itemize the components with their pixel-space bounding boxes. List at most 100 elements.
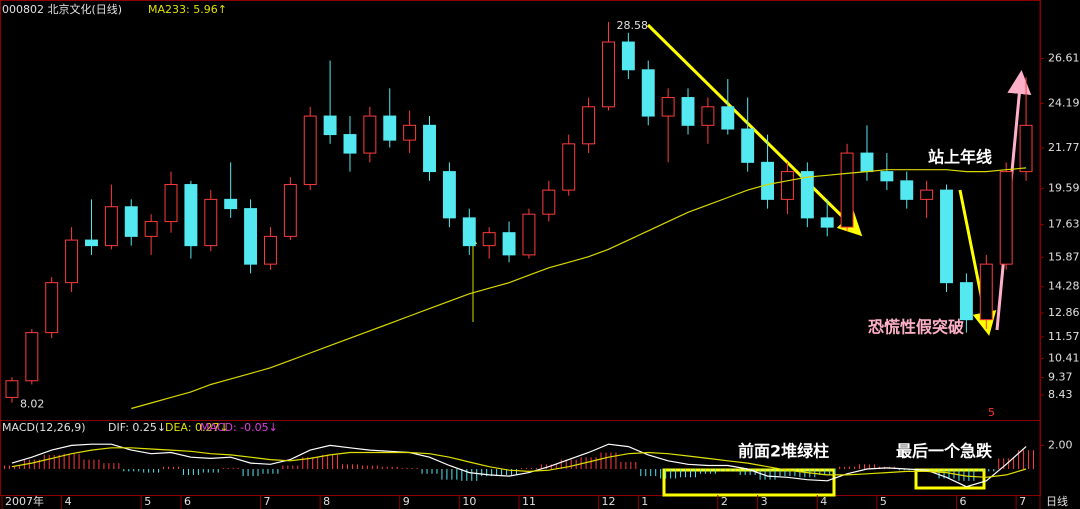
y-tick-label: 26.61 bbox=[1048, 51, 1080, 64]
annotation: 前面2堆绿柱 bbox=[738, 442, 829, 461]
x-tick-label: 10 bbox=[462, 495, 476, 508]
candle-body bbox=[423, 124, 436, 173]
annotation: 恐慌性假突破 bbox=[868, 318, 964, 337]
candle-body bbox=[104, 206, 118, 247]
candle-body bbox=[959, 282, 973, 321]
x-tick-label: 1 bbox=[641, 495, 648, 508]
candle-body bbox=[283, 184, 297, 237]
candle-body bbox=[5, 380, 19, 398]
candle-body bbox=[263, 235, 277, 265]
candle-body bbox=[25, 332, 39, 382]
candle-body bbox=[701, 106, 715, 126]
candle-body bbox=[383, 115, 397, 141]
x-tick-label: 2 bbox=[721, 495, 728, 508]
candle-body bbox=[621, 41, 635, 71]
dea-line bbox=[11, 447, 1027, 478]
candle-body bbox=[144, 221, 158, 237]
candle-body bbox=[303, 115, 317, 186]
candle-body bbox=[184, 184, 198, 247]
candle-body bbox=[542, 189, 556, 215]
dif-label: DIF: 0.25↓ bbox=[108, 421, 166, 434]
candle-body bbox=[522, 213, 536, 256]
x-tick-label: 6 bbox=[184, 495, 191, 508]
y-tick-label: 24.19 bbox=[1048, 96, 1080, 109]
candle-body bbox=[681, 97, 695, 126]
highlight-box bbox=[914, 468, 986, 490]
ma-line bbox=[131, 167, 1027, 410]
candle-body bbox=[363, 115, 377, 154]
y-tick-label: 2.00 bbox=[1048, 438, 1073, 451]
price-panel bbox=[0, 0, 1041, 421]
macd-label: MACD: -0.05↓ bbox=[200, 421, 278, 434]
candle-body bbox=[920, 189, 934, 200]
x-tick-label: 5 bbox=[880, 495, 887, 508]
candle-body bbox=[403, 124, 417, 141]
candle-body bbox=[880, 171, 894, 182]
candle-body bbox=[502, 232, 516, 256]
title: 000802 北京文化(日线) bbox=[2, 2, 122, 16]
candle-body bbox=[641, 69, 655, 117]
dif-line bbox=[11, 443, 1027, 488]
x-tick-label: 2007年 bbox=[5, 494, 44, 508]
candle-body bbox=[224, 198, 238, 210]
candle-body bbox=[661, 97, 675, 117]
candle-body bbox=[800, 171, 814, 219]
x-tick-label: 12 bbox=[602, 495, 616, 508]
high-label: 28.58 bbox=[616, 19, 648, 32]
candle-body bbox=[860, 152, 874, 173]
candle-body bbox=[204, 198, 218, 247]
x-tick-label: 7 bbox=[1019, 495, 1026, 508]
annotation: 5 bbox=[988, 406, 995, 419]
candle-body bbox=[820, 217, 834, 228]
candle-body bbox=[940, 189, 953, 284]
y-tick-label: 12.86 bbox=[1048, 306, 1080, 319]
candle-body bbox=[244, 208, 258, 265]
x-tick-label: 3 bbox=[761, 495, 768, 508]
x-tick-label: 6 bbox=[959, 495, 966, 508]
candle-body bbox=[721, 106, 735, 130]
x-tick-label: 7 bbox=[264, 495, 271, 508]
x-tick-label: 8 bbox=[323, 495, 330, 508]
candle-body bbox=[562, 143, 576, 191]
y-tick-label: 8.43 bbox=[1048, 388, 1073, 401]
candle-body bbox=[741, 128, 755, 163]
candle-body bbox=[840, 152, 854, 228]
x-tick-label: 11 bbox=[522, 495, 536, 508]
candle-body bbox=[323, 115, 337, 136]
y-tick-label: 17.63 bbox=[1048, 218, 1080, 231]
ma-label: MA233: 5.96↑ bbox=[148, 3, 227, 16]
candle-body bbox=[65, 239, 79, 284]
candle-body bbox=[85, 239, 98, 247]
highlight-box bbox=[662, 468, 836, 497]
candle-body bbox=[1019, 124, 1033, 173]
y-tick-label: 9.37 bbox=[1048, 371, 1073, 384]
y-tick-label: 11.57 bbox=[1048, 330, 1080, 343]
period-label: 日线 bbox=[1046, 494, 1068, 508]
candle-body bbox=[124, 206, 138, 237]
x-tick-label: 5 bbox=[144, 495, 151, 508]
arrow bbox=[646, 23, 863, 237]
candle-body bbox=[761, 161, 775, 200]
x-tick-label: 4 bbox=[820, 495, 827, 508]
y-tick-label: 19.59 bbox=[1048, 181, 1080, 194]
annotation: 最后一个急跌 bbox=[896, 442, 993, 461]
candle-body bbox=[602, 41, 615, 108]
annotation: 站上年线 bbox=[928, 148, 992, 167]
y-tick-label: 21.77 bbox=[1048, 141, 1080, 154]
y-tick-label: 14.28 bbox=[1048, 280, 1080, 293]
candle-body bbox=[343, 134, 357, 154]
candle-body bbox=[999, 171, 1013, 265]
y-tick-label: 10.41 bbox=[1048, 351, 1080, 364]
candle-body bbox=[482, 232, 496, 247]
x-tick-label: 4 bbox=[65, 495, 72, 508]
candle-body bbox=[780, 171, 794, 200]
candle-body bbox=[900, 180, 914, 200]
candle-body bbox=[979, 263, 993, 321]
candle-body bbox=[442, 171, 456, 219]
low-label: 8.02 bbox=[20, 398, 44, 411]
candle-body bbox=[582, 106, 596, 145]
candle-body bbox=[45, 282, 59, 334]
macd-title: MACD(12,26,9) bbox=[2, 421, 86, 434]
